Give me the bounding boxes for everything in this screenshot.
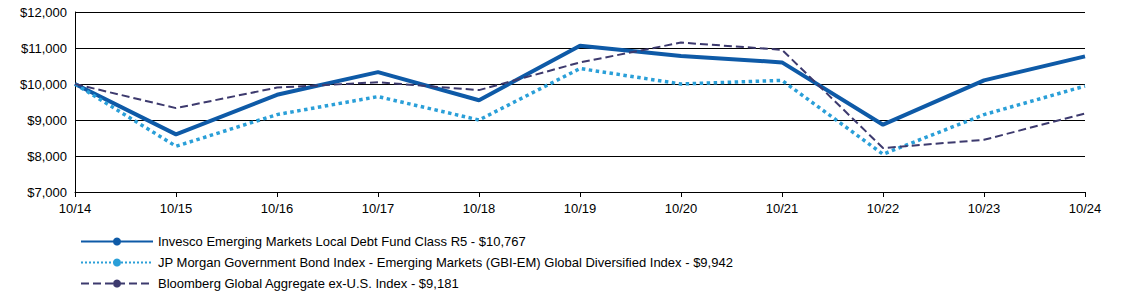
svg-text:$12,000: $12,000: [20, 5, 67, 20]
svg-text:10/18: 10/18: [463, 201, 496, 216]
svg-text:10/19: 10/19: [564, 201, 597, 216]
svg-text:$10,000: $10,000: [20, 77, 67, 92]
svg-text:$9,000: $9,000: [27, 113, 67, 128]
svg-text:10/20: 10/20: [665, 201, 698, 216]
svg-text:10/14: 10/14: [59, 201, 92, 216]
svg-text:JP Morgan Government Bond Inde: JP Morgan Government Bond Index - Emergi…: [158, 255, 733, 270]
svg-text:Bloomberg Global Aggregate ex-: Bloomberg Global Aggregate ex-U.S. Index…: [158, 276, 459, 291]
svg-text:$8,000: $8,000: [27, 149, 67, 164]
svg-text:Invesco Emerging Markets Local: Invesco Emerging Markets Local Debt Fund…: [158, 234, 526, 249]
svg-text:10/17: 10/17: [362, 201, 395, 216]
svg-text:10/24: 10/24: [1069, 201, 1102, 216]
svg-text:10/23: 10/23: [968, 201, 1001, 216]
svg-text:$7,000: $7,000: [27, 185, 67, 200]
svg-text:10/15: 10/15: [160, 201, 193, 216]
svg-text:10/22: 10/22: [867, 201, 900, 216]
svg-text:$11,000: $11,000: [21, 41, 67, 56]
svg-text:10/21: 10/21: [766, 201, 799, 216]
svg-text:10/16: 10/16: [261, 201, 294, 216]
